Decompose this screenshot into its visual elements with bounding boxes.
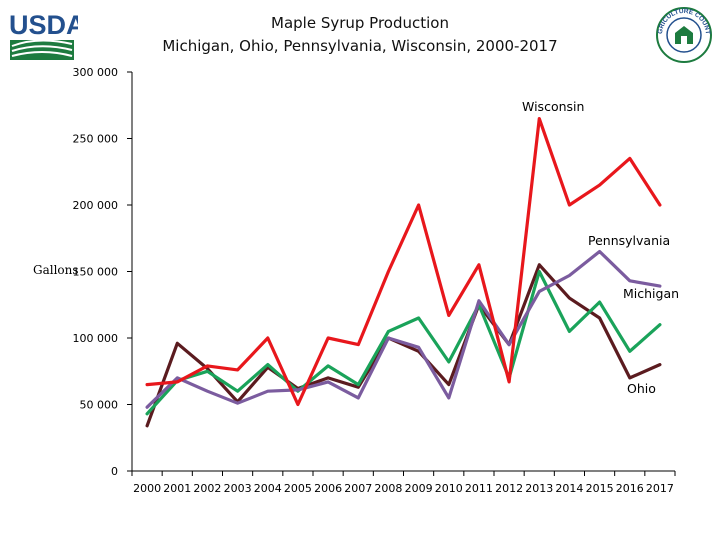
usda-logo-hills: [10, 40, 74, 60]
y-tick-label: 300 000: [73, 66, 119, 79]
usda-logo-text: USDA: [9, 10, 78, 40]
x-tick-label: 2006: [314, 482, 342, 495]
y-tick-label: 150 000: [73, 266, 119, 279]
usda-logo: USDA: [9, 10, 78, 60]
y-tick-label: 200 000: [73, 199, 119, 212]
chart-title-line2: Michigan, Ohio, Pennsylvania, Wisconsin,…: [162, 37, 558, 55]
x-tick-label: 2012: [495, 482, 523, 495]
x-tick-label: 2015: [586, 482, 614, 495]
y-tick-label: 0: [111, 465, 118, 478]
x-tick-label: 2002: [193, 482, 221, 495]
seal-barn-icon: [675, 26, 693, 44]
x-tick-label: 2009: [405, 482, 433, 495]
x-tick-label: 2010: [435, 482, 463, 495]
x-tick-label: 2003: [224, 482, 252, 495]
chart-series: [145, 116, 662, 428]
x-tick-label: 2016: [616, 482, 644, 495]
x-tick-label: 2004: [254, 482, 282, 495]
series-line-pennsylvania: [145, 249, 662, 409]
chart-series-labels: Wisconsin Pennsylvania Michigan Ohio: [522, 99, 679, 396]
usda-logo-field-lines: [11, 39, 73, 57]
series-line-wisconsin: [145, 116, 662, 407]
x-tick-label: 2008: [374, 482, 402, 495]
x-tick-label: 2014: [555, 482, 583, 495]
series-line-ohio: [145, 263, 662, 428]
x-tick-label: 2005: [284, 482, 312, 495]
y-tick-label: 250 000: [73, 133, 119, 146]
y-axis-label: Gallons: [33, 263, 79, 277]
x-tick-label: 2017: [646, 482, 674, 495]
x-tick-label: 2000: [133, 482, 161, 495]
chart-axes: 0 50 000 100 000 150 000 200 000 250 000 300 0…: [73, 66, 676, 495]
y-tick-label: 100 000: [73, 332, 119, 345]
series-label-ohio: Ohio: [627, 381, 656, 396]
x-tick-label: 2013: [525, 482, 553, 495]
chart-title: Maple Syrup Production Michigan, Ohio, P…: [0, 12, 720, 58]
x-tick-label: 2011: [465, 482, 493, 495]
series-line-michigan: [145, 269, 662, 416]
x-tick-label: 2001: [163, 482, 191, 495]
series-label-michigan: Michigan: [623, 286, 679, 301]
series-label-pennsylvania: Pennsylvania: [588, 233, 670, 248]
y-tick-label: 50 000: [80, 399, 119, 412]
x-tick-label: 2007: [344, 482, 372, 495]
chart-title-line1: Maple Syrup Production: [271, 14, 449, 32]
series-label-wisconsin: Wisconsin: [522, 99, 584, 114]
